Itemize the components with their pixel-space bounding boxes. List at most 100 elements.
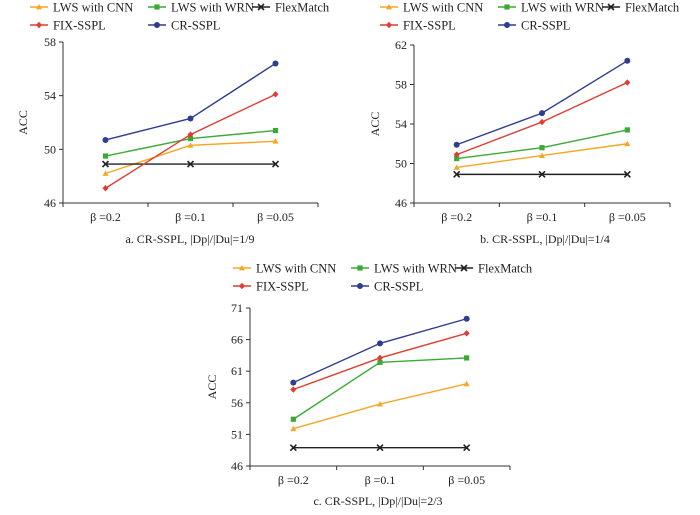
data-point <box>539 152 545 158</box>
y-axis-label: ACC <box>368 112 382 137</box>
data-point <box>290 386 297 393</box>
legend-item-cr-sspl: CR-SSPL <box>351 280 423 294</box>
legend-marker <box>239 265 245 271</box>
data-point <box>377 340 383 347</box>
x-tick-label: β =0.05 <box>448 473 485 487</box>
data-point <box>186 160 195 168</box>
data-point <box>463 380 470 387</box>
y-tick-label: 50 <box>44 142 56 156</box>
legend-marker <box>36 21 42 29</box>
data-point <box>539 110 545 117</box>
data-point <box>624 140 631 147</box>
panel-caption: b. CR-SSPL, |Dp|/|Du|=1/4 <box>480 232 610 246</box>
data-point <box>187 115 194 122</box>
legend-item-cr-sspl: CR-SSPL <box>148 19 220 33</box>
series-flexmatch <box>289 444 471 452</box>
data-point <box>272 60 279 67</box>
y-tick-label: 58 <box>44 35 56 49</box>
legend-marker <box>386 4 392 10</box>
y-tick-label: 50 <box>395 157 407 171</box>
data-point <box>271 160 280 168</box>
series-line <box>105 62 276 141</box>
data-point <box>377 401 383 407</box>
legend-item-fix-sspl: FIX-SSPL <box>380 19 456 33</box>
data-point <box>102 153 109 159</box>
legend-item-fix-sspl: FIX-SSPL <box>233 280 309 294</box>
data-point <box>377 354 383 362</box>
data-point <box>290 425 297 432</box>
y-tick-label: 46 <box>44 196 56 210</box>
y-tick-label: 46 <box>231 459 243 473</box>
legend-label: LWS with WRN <box>374 262 457 276</box>
y-tick-label: 46 <box>395 196 407 210</box>
data-point <box>454 155 460 162</box>
y-axis-label: ACC <box>16 110 30 135</box>
data-point <box>623 170 631 178</box>
legend-item-flexmatch: FlexMatch <box>602 1 680 15</box>
legend-label: FlexMatch <box>275 1 330 15</box>
chart-panel-a: 46 50 54 58 β =0.2 β =0.1 β =0.05 ACC LWS with C… <box>16 1 330 247</box>
data-point <box>290 379 297 386</box>
x-tick-label: β =0.1 <box>527 210 558 224</box>
legend-item-lws-with-cnn: LWS with CNN <box>233 262 336 276</box>
data-point <box>624 57 631 64</box>
series-lws-with-cnn <box>453 140 631 170</box>
data-point <box>289 444 297 452</box>
chart-panel-b: 46 50 54 58 62 β =0.2 β =0.1 β =0.05 ACC LWS with… <box>368 1 680 247</box>
x-tick-label: β =0.2 <box>278 473 309 487</box>
series-fix-sspl <box>290 330 470 393</box>
legend-label: LWS with CNN <box>403 1 483 15</box>
legend: LWS with CNN LWS with WRN FlexMatch FIX-SSP… <box>30 1 330 33</box>
series-lws-with-wrn <box>454 127 630 162</box>
x-tick-label: β =0.2 <box>441 210 472 224</box>
data-point <box>102 185 109 192</box>
y-tick-label: 66 <box>231 333 243 347</box>
legend-item-lws-with-cnn: LWS with CNN <box>380 1 483 15</box>
y-tick-label: 61 <box>231 364 243 378</box>
y-tick-label: 54 <box>395 117 407 131</box>
data-point <box>624 127 630 133</box>
data-point <box>102 136 109 143</box>
data-point <box>377 359 383 365</box>
legend-marker <box>357 265 363 271</box>
y-tick-label: 58 <box>395 78 407 92</box>
legend-item-lws-with-cnn: LWS with CNN <box>30 1 133 15</box>
series-flexmatch <box>453 170 631 178</box>
x-tick-label: β =0.1 <box>175 210 206 224</box>
legend-marker <box>36 4 42 10</box>
y-tick-label: 51 <box>231 427 243 441</box>
legend-marker <box>607 3 615 11</box>
y-tick-label: 62 <box>395 38 407 52</box>
y-tick-label: 54 <box>44 89 56 103</box>
legend-marker <box>357 283 363 289</box>
data-point <box>187 142 194 148</box>
data-point <box>376 444 384 452</box>
data-point <box>453 151 460 158</box>
series-fix-sspl <box>102 91 279 192</box>
data-point <box>463 444 471 452</box>
data-point <box>464 355 470 361</box>
x-tick-label: β =0.2 <box>90 210 121 224</box>
data-point <box>453 164 460 170</box>
legend-item-lws-with-wrn: LWS with WRN <box>148 1 254 15</box>
legend-marker <box>504 4 510 10</box>
data-point <box>539 118 545 126</box>
series-lws-with-cnn <box>102 138 279 176</box>
series-line <box>456 81 628 156</box>
series-cr-sspl <box>453 57 631 148</box>
legend-marker <box>154 22 160 28</box>
panel-caption: c. CR-SSPL, |Dp|/|Du|=2/3 <box>313 494 442 508</box>
legend-item-flexmatch: FlexMatch <box>252 1 330 15</box>
legend-label: CR-SSPL <box>521 19 570 33</box>
series-lws-with-wrn <box>102 127 279 159</box>
x-tick-label: β =0.05 <box>609 210 646 224</box>
legend-label: FIX-SSPL <box>256 280 309 294</box>
data-point <box>539 145 545 151</box>
legend-label: LWS with WRN <box>171 1 254 15</box>
data-point <box>453 170 461 178</box>
legend-marker <box>504 22 510 28</box>
data-point <box>272 127 279 134</box>
legend-marker <box>460 264 468 272</box>
data-point <box>272 91 279 98</box>
